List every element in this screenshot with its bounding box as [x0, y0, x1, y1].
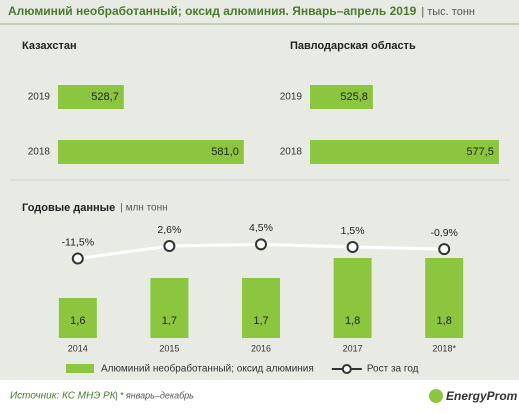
value-label: 581,0 — [211, 146, 239, 158]
title: Алюминий необработанный; оксид алюминия.… — [8, 4, 417, 18]
legend-swatch — [341, 364, 352, 374]
note: | * январь–декабрь — [115, 390, 194, 400]
point — [438, 243, 451, 256]
category-label: 2018 — [28, 147, 51, 158]
value-label: 1,7 — [253, 315, 268, 327]
x-tick-label: 2015 — [159, 343, 179, 353]
bar — [425, 258, 464, 338]
point — [163, 240, 176, 253]
point-label: 4,5% — [249, 222, 273, 234]
point — [346, 241, 359, 253]
legend-label: Алюминий необработанный; оксид алюминия — [101, 363, 314, 375]
category-label: 2019 — [28, 92, 51, 103]
chart-title: Павлодарская область — [290, 40, 416, 52]
value-label: 1,8 — [437, 315, 452, 327]
value-label: 577,5 — [466, 146, 494, 158]
chart-title: Казахстан — [22, 40, 77, 52]
point-label: -0,9% — [430, 227, 457, 239]
x-tick-label: 2018* — [432, 343, 456, 353]
logo-icon — [429, 389, 443, 403]
chart-unit: | млн тонн — [120, 203, 167, 214]
unit: | тыс. тонн — [421, 6, 475, 18]
value-label: 1,6 — [70, 315, 85, 327]
logo: EnergyProm — [446, 389, 518, 403]
point-label: 1,5% — [341, 225, 365, 237]
point — [71, 252, 84, 265]
chart-title: Годовые данные — [22, 202, 115, 214]
bar — [58, 85, 124, 109]
point — [255, 238, 267, 251]
bar — [58, 298, 97, 338]
bar — [58, 140, 244, 164]
point-label: -11,5% — [62, 236, 95, 248]
value-label: 528,7 — [91, 91, 119, 103]
bar — [150, 278, 189, 338]
x-tick-label: 2014 — [68, 343, 88, 353]
value-label: 1,8 — [345, 315, 360, 327]
bar — [242, 278, 280, 338]
category-label: 2019 — [280, 92, 303, 103]
value-label: 1,7 — [162, 315, 177, 327]
legend-swatch — [66, 364, 94, 373]
bar — [310, 140, 499, 164]
bar — [310, 85, 373, 109]
x-tick-label: 2017 — [343, 343, 363, 353]
value-label: 525,8 — [340, 91, 368, 103]
x-tick-label: 2016 — [251, 343, 271, 353]
source: Источник: КС МНЭ РК — [10, 391, 117, 402]
category-label: 2018 — [280, 147, 303, 158]
bar — [333, 258, 372, 338]
legend-label: Рост за год — [367, 364, 419, 375]
point-label: 2,6% — [157, 224, 181, 236]
